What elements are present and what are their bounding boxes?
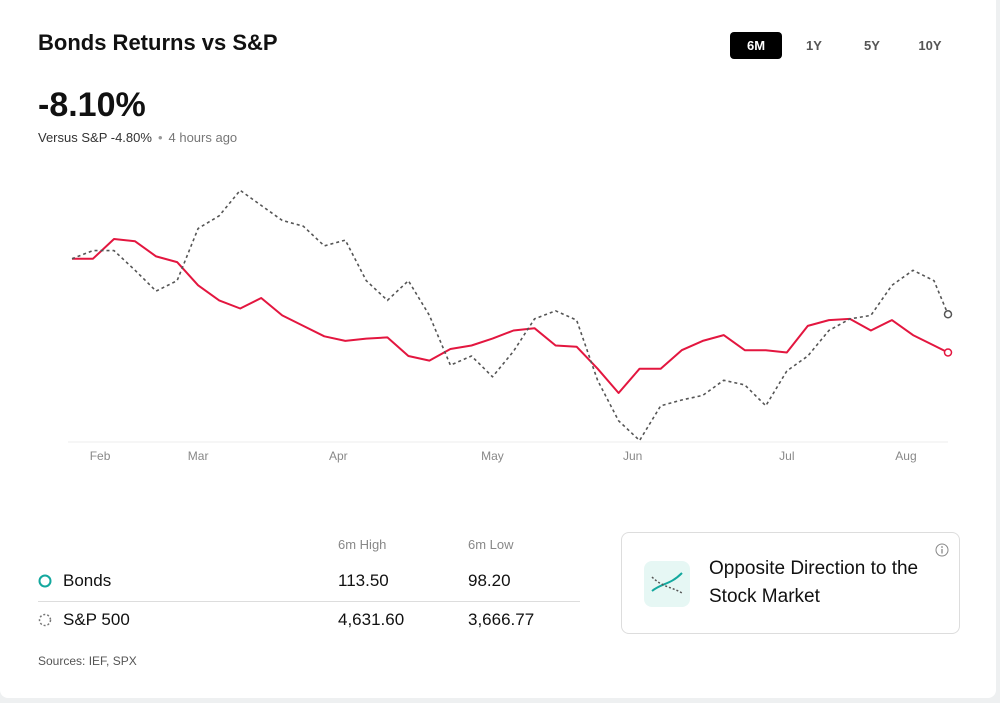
x-tick-label: Apr — [329, 449, 348, 463]
series-line — [72, 238, 949, 394]
info-icon[interactable] — [935, 543, 949, 557]
x-tick-label: Jul — [779, 449, 794, 463]
x-tick-label: Jun — [623, 449, 642, 463]
range-tab[interactable]: 5Y — [864, 38, 880, 53]
insight-card[interactable]: Opposite Direction to the Stock Market — [621, 532, 960, 634]
x-tick-label: May — [481, 449, 504, 463]
legend-marker — [38, 574, 52, 588]
x-tick-label: Mar — [188, 449, 209, 463]
row-name: Bonds — [63, 571, 112, 590]
divider — [38, 601, 580, 602]
title: Bonds Returns vs S&P — [38, 30, 278, 55]
x-tick-label: Feb — [90, 449, 111, 463]
cell: 4,631.60 — [338, 610, 405, 629]
tabs: 6M 1Y 5Y 10Y — [730, 32, 956, 59]
cell: 98.20 — [468, 571, 511, 590]
cell: 113.50 — [338, 571, 389, 590]
column-header: 6m Low — [468, 537, 514, 552]
row-name: S&P 500 — [63, 610, 130, 629]
chart: Feb Mar Apr May Jun Jul Aug — [68, 189, 953, 463]
legend-marker — [38, 613, 52, 627]
card-text: Opposite Direction to the Stock Market — [709, 558, 919, 607]
subtitle: Versus S&P -4.80% • 4 hours ago — [38, 130, 238, 145]
x-tick-label: Aug — [895, 449, 916, 463]
comparison: Versus S&P -4.80% — [38, 130, 152, 145]
end-marker — [943, 348, 953, 357]
range-tab[interactable]: 1Y — [806, 38, 822, 53]
range-tab[interactable]: 6M — [730, 32, 782, 59]
timestamp: 4 hours ago — [168, 130, 238, 145]
card-icon — [644, 561, 690, 607]
column-header: 6m High — [338, 537, 387, 552]
end-marker — [943, 310, 953, 319]
series-line — [71, 189, 949, 442]
range-tab[interactable]: 10Y — [918, 38, 942, 53]
cell: 3,666.77 — [468, 610, 535, 629]
sources: Sources: IEF, SPX — [38, 654, 137, 668]
return-value: -8.10% — [38, 86, 146, 124]
